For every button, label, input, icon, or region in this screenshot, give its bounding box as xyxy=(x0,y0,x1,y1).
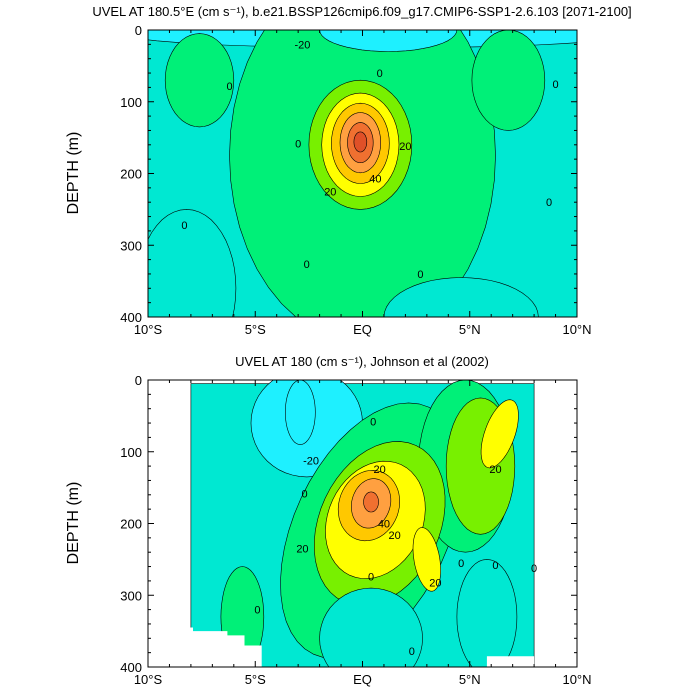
x-tick-label: 10°S xyxy=(134,322,163,337)
y-tick-label: 300 xyxy=(120,238,142,253)
y-tick-label: 400 xyxy=(120,310,142,325)
y-tick-label: 400 xyxy=(120,660,142,675)
x-tick-label: 5°S xyxy=(245,322,266,337)
panel-model-title: UVEL AT 180.5°E (cm s⁻¹), b.e21.BSSP126c… xyxy=(92,4,631,19)
panel-model-plot: -20 0 0 0 0 20 40 20 0 0 0 0 xyxy=(148,30,577,317)
contour-region-level-0 xyxy=(471,30,546,131)
contour-label: 0 xyxy=(368,572,374,584)
y-tick-label: 100 xyxy=(120,95,142,110)
contour-label: 0 xyxy=(531,563,537,575)
contour-label: 0 xyxy=(409,646,415,658)
contour-region-level--10 xyxy=(383,277,539,317)
contour-label: 0 xyxy=(417,269,423,281)
x-tick-label: 10°S xyxy=(134,672,163,687)
y-tick-label: 0 xyxy=(135,373,142,388)
missing-data-mask xyxy=(148,627,262,667)
contour-label: 40 xyxy=(369,174,381,186)
panel-obs-title: UVEL AT 180 (cm s⁻¹), Johnson et al (200… xyxy=(235,354,489,369)
contour-label: 0 xyxy=(546,197,552,209)
x-tick-label: EQ xyxy=(353,322,372,337)
x-tick-label: EQ xyxy=(353,672,372,687)
x-tick-label: 5°N xyxy=(459,322,481,337)
contour-label: 20 xyxy=(324,186,336,198)
x-tick-label: 5°N xyxy=(459,672,481,687)
contour-label: 0 xyxy=(295,138,301,150)
contour-label: 20 xyxy=(399,141,411,153)
contour-region-level-20 xyxy=(480,399,519,469)
contour-region-level--20 xyxy=(284,380,316,445)
y-tick-label: 0 xyxy=(135,23,142,38)
panel-model-ylabel: DEPTH (m) xyxy=(65,132,82,215)
contour-region-level--20 xyxy=(319,30,458,52)
x-tick-label: 5°S xyxy=(245,672,266,687)
contour-label: 20 xyxy=(296,544,308,556)
contour-label: -20 xyxy=(294,39,310,51)
contour-region-level--10 xyxy=(148,209,237,317)
contour-label: 0 xyxy=(492,560,498,572)
contour-region-level-0 xyxy=(164,33,235,128)
contour-label: 0 xyxy=(254,605,260,617)
contour-region-level-60 xyxy=(353,131,368,153)
contour-region-level-50 xyxy=(363,491,379,513)
contour-label: 0 xyxy=(302,488,308,500)
contour-label: 0 xyxy=(304,259,310,271)
y-tick-label: 200 xyxy=(120,517,142,532)
panel-obs: UVEL AT 180 (cm s⁻¹), Johnson et al (200… xyxy=(65,354,592,687)
panel-model: UVEL AT 180.5°E (cm s⁻¹), b.e21.BSSP126c… xyxy=(65,4,632,337)
y-tick-label: 200 xyxy=(120,167,142,182)
contour-label: 0 xyxy=(458,558,464,570)
contour-label: 40 xyxy=(378,519,390,531)
contour-region-level--10 xyxy=(319,587,423,667)
contour-label: -20 xyxy=(303,455,319,467)
x-tick-label: 10°N xyxy=(562,322,591,337)
missing-data-mask xyxy=(486,656,535,667)
contour-label: 0 xyxy=(370,417,376,429)
contour-region-level-20 xyxy=(412,527,442,592)
contour-label: 20 xyxy=(374,464,386,476)
panel-obs-ylabel: DEPTH (m) xyxy=(65,482,82,565)
contour-label: 20 xyxy=(429,577,441,589)
y-tick-label: 100 xyxy=(120,445,142,460)
contour-label: 0 xyxy=(226,81,232,93)
contour-label: 0 xyxy=(181,220,187,232)
x-tick-label: 10°N xyxy=(562,672,591,687)
contour-label: 0 xyxy=(377,68,383,80)
contour-label: 20 xyxy=(489,464,501,476)
y-tick-label: 300 xyxy=(120,588,142,603)
contour-label: 0 xyxy=(552,79,558,91)
contour-label: 20 xyxy=(389,530,401,542)
